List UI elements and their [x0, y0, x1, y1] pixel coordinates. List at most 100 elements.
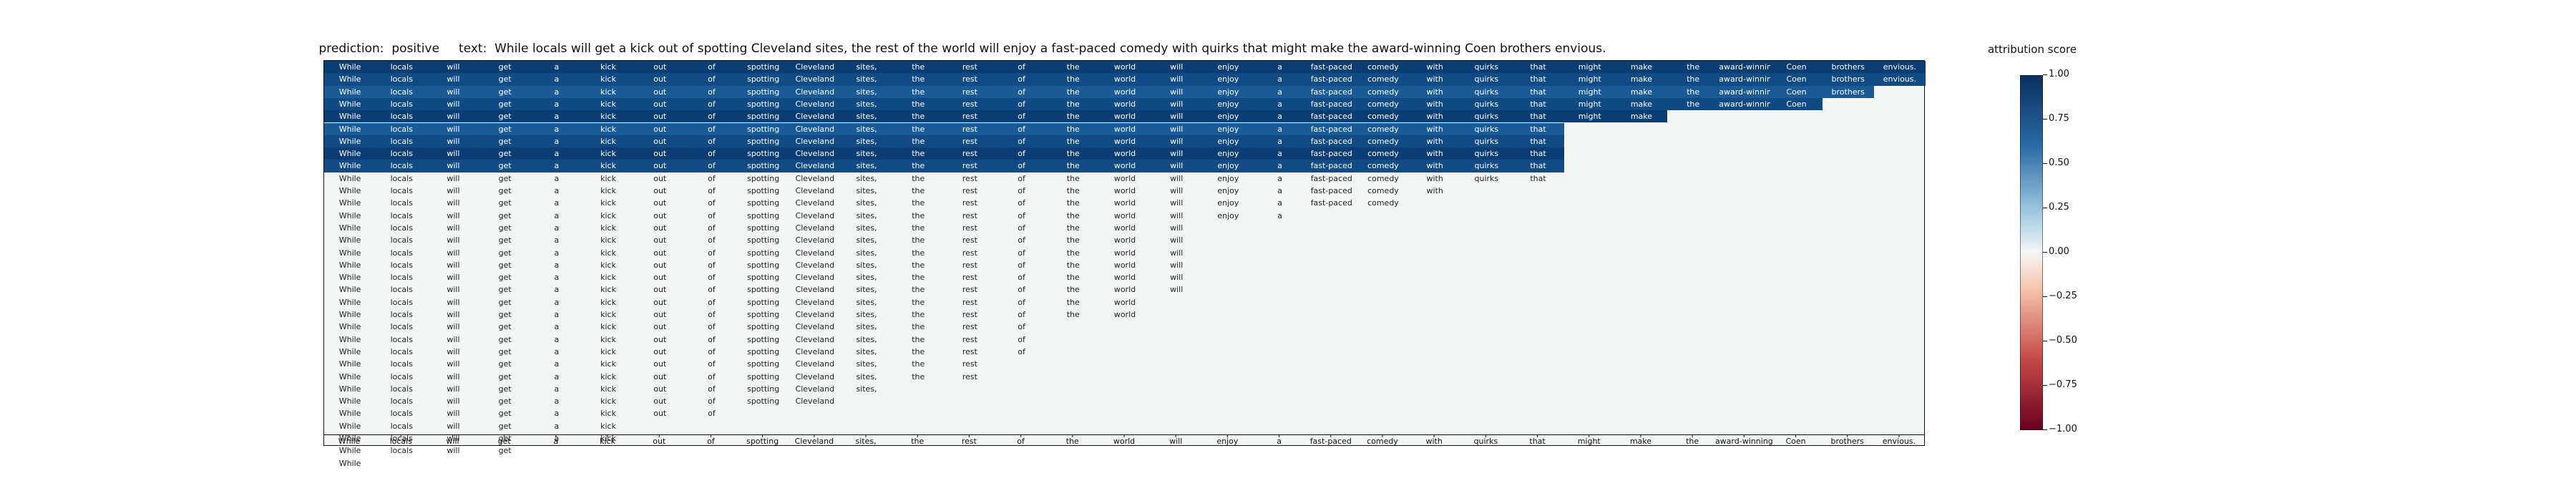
heatmap-cell: out — [653, 322, 667, 332]
heatmap-cell: a — [554, 273, 560, 283]
heatmap-cell: out — [653, 248, 667, 258]
heatmap-cell: of — [1018, 310, 1025, 319]
heatmap-cell: out — [653, 310, 667, 319]
heatmap-cell: fast-paced — [1310, 173, 1352, 183]
heatmap-cell: sites, — [856, 273, 877, 283]
heatmap-cell: sites, — [856, 198, 877, 208]
heatmap-cell: get — [498, 346, 512, 356]
heatmap-cell: Coen — [1770, 85, 1823, 98]
heatmap-cell: will — [1170, 260, 1184, 270]
heatmap-cell: kick — [600, 285, 616, 295]
heatmap-cell: world — [1113, 285, 1136, 295]
heatmap-cell: While — [324, 147, 376, 160]
heatmap-cell: get — [498, 198, 512, 208]
heatmap-cell: spotting — [737, 122, 789, 135]
heatmap-cell: the — [1047, 122, 1099, 135]
heatmap-cell: quirks — [1460, 85, 1513, 98]
heatmap-cell: spotting — [737, 160, 789, 172]
heatmap-cell: out — [653, 173, 667, 183]
heatmap-cell: of — [686, 97, 738, 111]
heatmap-cell: the — [1066, 310, 1080, 319]
heatmap-cell: of — [1018, 235, 1025, 245]
heatmap-cell: of — [1018, 260, 1025, 270]
heatmap-cell: spotting — [747, 322, 780, 332]
heatmap-cell: locals — [390, 297, 413, 307]
heatmap-cell: Cleveland — [789, 97, 841, 111]
heatmap-cell: get — [498, 235, 512, 245]
heatmap-cell: world — [1113, 173, 1136, 183]
heatmap-cell: out — [634, 85, 686, 98]
heatmap-cell: rest — [962, 297, 977, 307]
heatmap-cell: locals — [376, 61, 428, 74]
heatmap-cell: rest — [962, 186, 977, 195]
heatmap-cell: a — [554, 384, 560, 394]
heatmap-cell: the — [912, 248, 925, 258]
heatmap-cell: out — [653, 334, 667, 344]
heatmap-cell: a — [530, 122, 582, 135]
heatmap-cell: of — [708, 310, 716, 319]
heatmap-cell: will — [447, 409, 460, 419]
heatmap-cell: spotting — [747, 285, 780, 295]
heatmap-cell: rest — [944, 110, 996, 123]
heatmap-cell: rest — [962, 173, 977, 183]
heatmap-cell: While — [338, 397, 361, 407]
heatmap-cell: enjoy — [1202, 85, 1254, 98]
heatmap-cell: kick — [600, 248, 616, 258]
heatmap-cell: will — [1151, 73, 1203, 86]
heatmap-cell: the — [912, 334, 925, 344]
heatmap-cell: sites, — [856, 223, 877, 233]
heatmap-cell: will — [1170, 273, 1184, 283]
heatmap-cell: the — [1066, 285, 1080, 295]
heatmap-cell: spotting — [747, 210, 780, 220]
heatmap-cell: that — [1512, 135, 1564, 148]
heatmap-cell: of — [1018, 285, 1025, 295]
heatmap-cell: spotting — [747, 186, 780, 195]
heatmap-cell: Cleveland — [795, 248, 835, 258]
heatmap-cell: get — [498, 434, 512, 443]
heatmap-cell: a — [554, 421, 560, 431]
heatmap-cell: world — [1113, 198, 1136, 208]
heatmap-cell: spotting — [747, 235, 780, 245]
heatmap-cell: get — [498, 173, 512, 183]
heatmap-cell: of — [708, 186, 716, 195]
heatmap-cell: will — [427, 135, 479, 148]
heatmap-cell: of — [708, 285, 716, 295]
heatmap-cell: the — [1066, 186, 1080, 195]
heatmap-cell: will — [427, 147, 479, 160]
heatmap-cell: make — [1615, 97, 1668, 111]
heatmap-cell: locals — [390, 334, 413, 344]
heatmap-cell: While — [338, 371, 361, 381]
heatmap-cell: While — [338, 359, 361, 369]
heatmap-cell: sites, — [840, 122, 893, 135]
heatmap-cell: get — [498, 260, 512, 270]
heatmap-cell: the — [1066, 198, 1080, 208]
heatmap-cell: the — [912, 260, 925, 270]
heatmap-cell: with — [1409, 147, 1461, 160]
heatmap-cell: While — [338, 297, 361, 307]
heatmap-cell: out — [653, 273, 667, 283]
heatmap-cell: world — [1098, 85, 1151, 98]
heatmap-cell: of — [708, 397, 716, 407]
heatmap-cell: enjoy — [1202, 135, 1254, 148]
heatmap-cell: of — [708, 235, 716, 245]
heatmap-cell: that — [1530, 173, 1546, 183]
heatmap-cell: locals — [376, 110, 428, 123]
heatmap-cell: locals — [376, 160, 428, 172]
heatmap-cell: kick — [600, 421, 616, 431]
heatmap-cell: a — [554, 409, 560, 419]
heatmap-cell: locals — [390, 186, 413, 195]
heatmap-cell: quirks — [1474, 173, 1499, 183]
heatmap-cell: spotting — [747, 397, 780, 407]
heatmap-cell: world — [1113, 273, 1136, 283]
heatmap-cell: rest — [944, 61, 996, 74]
heatmap-cell: sites, — [856, 334, 877, 344]
heatmap-cell: with — [1409, 61, 1461, 74]
heatmap-cell: the — [1047, 147, 1099, 160]
heatmap-cell: will — [447, 446, 460, 456]
heatmap-cell: locals — [390, 346, 413, 356]
heatmap-cell: quirks — [1460, 61, 1513, 74]
heatmap-cell: enjoy — [1217, 173, 1239, 183]
heatmap-cell: will — [1170, 173, 1184, 183]
heatmap-cell: get — [479, 110, 531, 123]
heatmap-cell: spotting — [737, 97, 789, 111]
